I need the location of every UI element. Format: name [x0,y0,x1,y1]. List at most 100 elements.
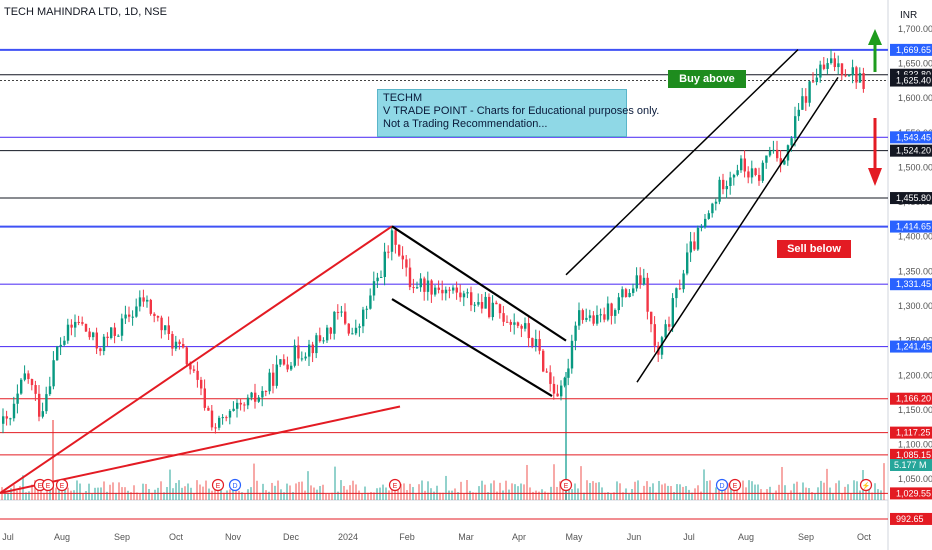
candle-body [214,427,217,429]
candle-body [380,276,383,278]
volume-bar [577,488,579,500]
note-box: TECHM V TRADE POINT - Charts for Educati… [377,89,659,137]
trend-line [391,225,567,342]
volume-bar [814,493,816,500]
volume-bar [679,484,681,500]
volume-bar [265,490,267,500]
candle-body [480,302,484,309]
volume-bar [538,491,540,500]
candle-body [156,316,160,318]
event-marker [228,478,242,492]
volume-bar [469,490,471,500]
candle-body [279,359,282,365]
candle-body [588,315,592,318]
volume-bar [766,489,768,500]
volume-bar [232,483,234,500]
volume-bar [292,492,294,500]
volume-bar [271,482,273,500]
volume-bar [139,493,141,500]
volume-bar [757,484,759,500]
x-tick-label: 2024 [338,532,358,542]
volume-bar [541,489,543,500]
price-level-tag [890,512,932,525]
candle-body [812,81,815,83]
candle-body [848,75,851,77]
volume-bar [409,483,411,500]
volume-bar [223,492,225,500]
price-level-value: 1,524.20 [896,146,931,156]
volume-bar [736,490,738,500]
candle-body [70,324,73,328]
candle-body [311,344,314,354]
volume-bar [226,490,228,500]
price-level-tag [890,278,932,291]
volume-bar [532,491,534,500]
candle-body [581,310,584,320]
volume-bar [451,490,453,500]
volume-bar [721,489,723,500]
candle-body [41,411,44,417]
volume-bar [322,484,324,500]
volume-bar [253,463,255,500]
candle-body [203,388,206,408]
event-marker [55,478,69,492]
x-tick-label: Aug [738,532,754,542]
candle-body [772,149,775,151]
volume-bar [661,484,663,500]
volume-bar [598,482,600,500]
volume-bar [646,481,648,500]
event-marker-label: E [38,483,43,490]
volume-bar [835,483,837,500]
x-tick-label: Mar [458,532,474,542]
candle-body [77,321,80,323]
candle-body [693,241,696,250]
event-marker-label: E [216,483,221,490]
volume-bar [712,493,714,500]
volume-bar [127,490,129,500]
candle-body [664,324,667,338]
price-level-tag [890,426,932,439]
volume-bar [118,482,120,500]
volume-bar [826,468,828,500]
volume-bar [634,481,636,500]
volume-bar [673,492,675,500]
volume-bar [301,481,303,500]
volume-bar [868,480,870,500]
volume-bar [742,480,744,500]
candle-body [315,335,318,354]
candle-body [696,227,700,250]
candle-body [12,403,16,419]
volume-bar [790,490,792,500]
candle-body [52,360,55,387]
volume-bar [472,492,474,500]
candle-body [484,296,487,309]
volume-bar [151,492,153,500]
candle-body [16,393,19,404]
volume-bar [691,492,693,500]
candle-body [516,322,520,326]
volume-bar [553,464,555,500]
volume-bar [157,487,159,500]
volume-bar [217,482,219,500]
volume-bar [613,492,615,500]
price-level-tag [890,131,932,144]
candle-body [228,410,232,418]
candle-body [700,226,703,228]
volume-bar [361,493,363,500]
candle-body [520,325,523,329]
event-marker [388,478,402,492]
volume-bar [772,493,774,500]
candle-body [545,371,548,373]
volume-bar [547,492,549,500]
volume-bar [340,480,342,500]
x-tick-label: Oct [169,532,184,542]
volume-bar [748,480,750,500]
candle-body [254,392,257,402]
candle-body [45,394,48,412]
volume-bar [847,484,849,500]
candle-body [128,314,131,317]
candle-body [790,138,793,146]
volume-bar [520,483,522,500]
volume-bar [604,492,606,500]
